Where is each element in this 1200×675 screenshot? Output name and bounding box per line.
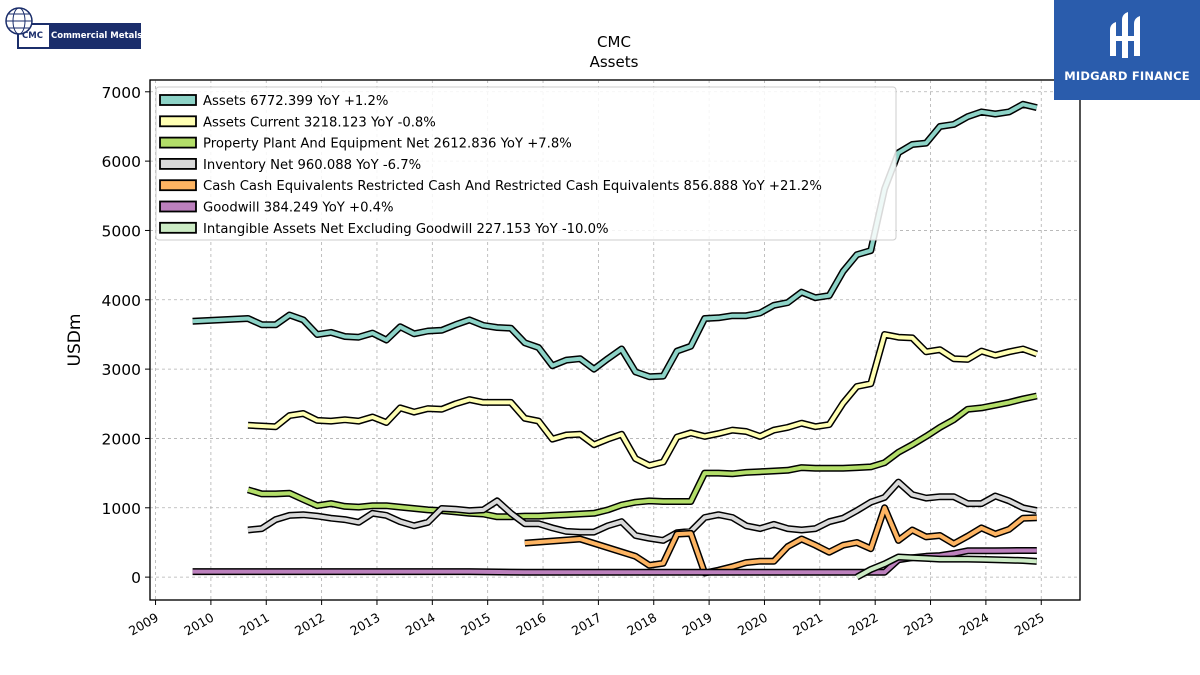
y-axis-label: USDm [65,314,85,367]
x-tick-label: 2016 [513,610,548,639]
plot-border [149,79,1081,601]
cmc-logo-brand: CMC [22,31,43,41]
legend-box [155,86,897,241]
x-tick-label: 2009 [126,610,161,639]
legend-label-assets: Assets 6772.399 YoY +1.2% [203,94,388,109]
legend-label-assets-current: Assets Current 3218.123 YoY -0.8% [203,115,436,130]
legend-label-goodwill: Goodwill 384.249 YoY +0.4% [203,201,394,216]
legend-swatch-assets-current [159,115,197,128]
midgard-finance-logo: MIDGARD FINANCE [1054,0,1200,100]
series-line-inventory-net [247,480,1038,543]
x-tick-label: 2017 [569,610,604,639]
y-tick-label: 7000 [102,84,141,102]
series-line-intangible-assets-net-excluding-goodwill [855,555,1037,579]
legend-swatch-cash-cash-equivalents-restricted-cash-and-restricted-cash-equivalents [159,179,197,192]
legend-swatch-assets [159,94,197,106]
legend: Assets 6772.399 YoY +1.2% Assets Current … [155,86,897,241]
series-line-property-plant-and-equipment-net [247,394,1038,519]
x-tick-label: 2012 [292,610,327,639]
cmc-logo: CMC Commercial Metals [5,6,143,52]
series-line-cash-cash-equivalents-restricted-cash-and-restricted-cash-equivalents [524,505,1037,575]
x-tick-label: 2025 [1012,610,1047,639]
x-tick-label: 2018 [624,610,659,639]
series-line-assets [192,102,1038,379]
x-tick-label: 2020 [735,610,770,639]
series-line-assets-current [247,332,1038,468]
x-tick-label: 2024 [956,610,991,639]
x-tick-label: 2010 [181,610,216,639]
cmc-logo-mark [5,7,141,49]
cmc-logo-name: Commercial Metals [51,31,143,41]
midgard-logo-name: MIDGARD FINANCE [1064,69,1190,83]
legend-label-intangible-assets-net-excluding-goodwill: Intangible Assets Net Excluding Goodwill… [203,222,609,237]
series-lines [192,100,1038,581]
x-tick-label: 2023 [901,610,936,639]
series-line-goodwill [192,548,1037,575]
y-tick-label: 0 [131,569,141,587]
x-tick-label: 2015 [458,610,493,639]
x-tick-label: 2014 [403,610,438,639]
x-tick-label: 2021 [790,610,825,639]
midgard-logo-mark [1110,12,1140,58]
legend-label-inventory-net: Inventory Net 960.088 YoY -6.7% [203,158,421,173]
legend-swatch-goodwill [159,200,197,213]
legend-label-property-plant-and-equipment-net: Property Plant And Equipment Net 2612.83… [203,137,572,152]
legend-swatch-inventory-net [159,157,197,170]
y-tick-label: 3000 [102,361,141,379]
chart-subtitle: Assets [590,53,639,71]
y-tick-label: 2000 [102,430,141,448]
legend-swatch-property-plant-and-equipment-net [159,136,197,149]
x-tick-label: 2011 [237,610,272,639]
chart-title: CMC [597,33,631,51]
x-tick-label: 2019 [680,610,715,639]
x-tick-label: 2013 [347,610,382,639]
y-tick-label: 6000 [102,153,141,171]
x-tick-label: 2022 [846,610,881,639]
legend-label-cash-cash-equivalents-restricted-cash-and-restricted-cash-equivalents: Cash Cash Equivalents Restricted Cash An… [203,179,822,194]
y-tick-label: 1000 [102,500,141,518]
y-tick-label: 4000 [102,292,141,310]
legend-swatch-intangible-assets-net-excluding-goodwill [159,221,197,234]
y-tick-label: 5000 [102,222,141,240]
